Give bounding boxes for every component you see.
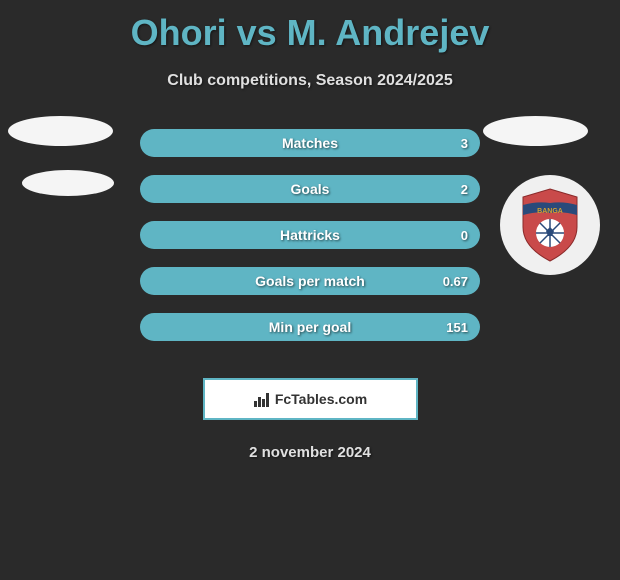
stat-row: Min per goal 151 <box>0 304 620 350</box>
stat-bar-gpm: Goals per match 0.67 <box>140 267 480 295</box>
brand-text: FcTables.com <box>275 391 367 407</box>
stat-bar-mpg: Min per goal 151 <box>140 313 480 341</box>
stat-bar-goals: Goals 2 <box>140 175 480 203</box>
date-text: 2 november 2024 <box>0 444 620 461</box>
subtitle: Club competitions, Season 2024/2025 <box>0 72 620 90</box>
chart-icon <box>253 390 271 408</box>
stat-label: Min per goal <box>269 319 351 335</box>
brand-box: FcTables.com <box>203 378 418 420</box>
stat-bar-hattricks: Hattricks 0 <box>140 221 480 249</box>
stat-value: 2 <box>461 182 468 197</box>
stat-bar-matches: Matches 3 <box>140 129 480 157</box>
stat-value: 0 <box>461 228 468 243</box>
svg-text:BANGA: BANGA <box>537 208 563 215</box>
stat-value: 151 <box>446 320 468 335</box>
stat-value: 0.67 <box>443 274 468 289</box>
stat-label: Goals <box>291 181 330 197</box>
page-title: Ohori vs M. Andrejev <box>0 0 620 54</box>
stat-label: Goals per match <box>255 273 365 289</box>
stat-row: Matches 3 <box>0 120 620 166</box>
badge-shield-icon: BANGA <box>517 187 583 263</box>
stat-value: 3 <box>461 136 468 151</box>
stat-label: Matches <box>282 135 338 151</box>
team-badge: BANGA <box>500 175 600 275</box>
stat-label: Hattricks <box>280 227 340 243</box>
